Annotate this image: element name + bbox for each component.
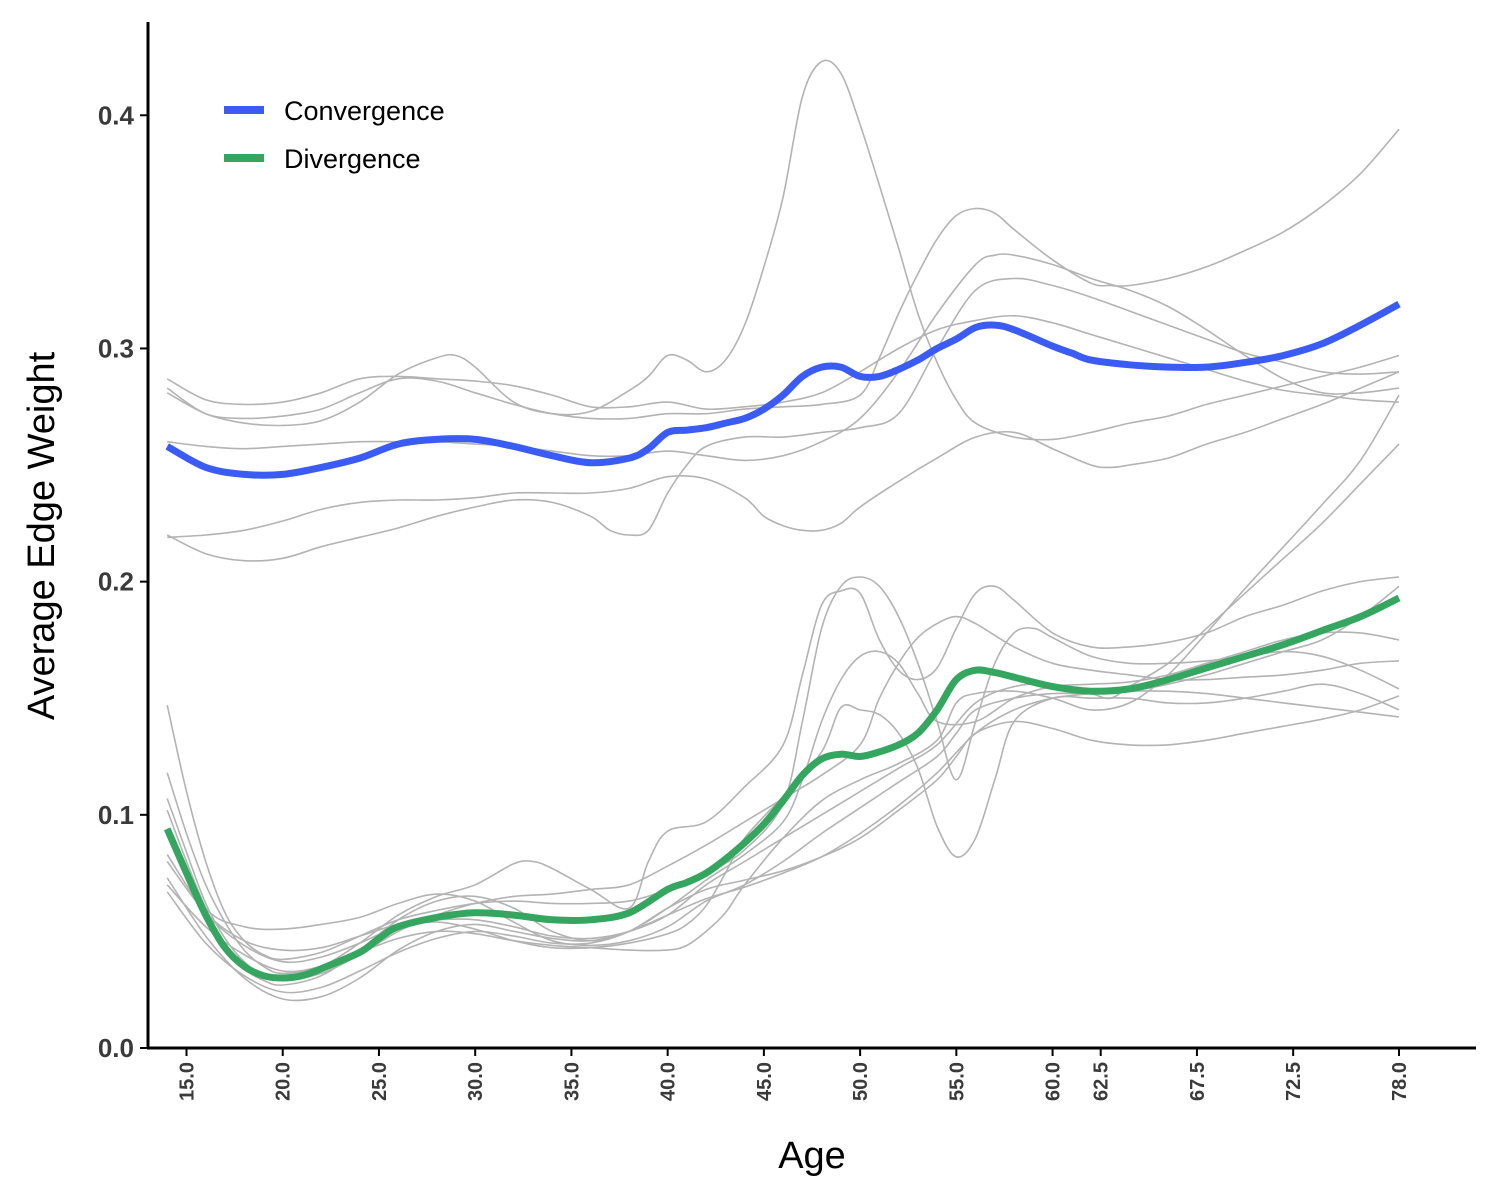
legend-label-divergence: Divergence bbox=[284, 144, 421, 174]
legend-label-convergence: Convergence bbox=[284, 96, 445, 126]
individual-line-7 bbox=[166, 576, 1400, 961]
individual-line-12 bbox=[166, 683, 1400, 964]
x-tick-label: 78.0 bbox=[1389, 1062, 1411, 1101]
individual-line-8 bbox=[166, 576, 1400, 975]
series-line-convergence bbox=[165, 301, 1401, 479]
x-tick-label: 62.5 bbox=[1091, 1062, 1113, 1101]
individual-line-5 bbox=[166, 277, 1400, 562]
y-tick-label: 0.2 bbox=[98, 567, 134, 597]
individual-line-6 bbox=[167, 371, 1400, 539]
individual-lines-group bbox=[166, 59, 1400, 1002]
x-tick-label: 67.5 bbox=[1187, 1062, 1209, 1101]
y-tick-label: 0.4 bbox=[98, 100, 135, 130]
x-axis-title: Age bbox=[778, 1135, 846, 1177]
individual-line-15 bbox=[166, 695, 1400, 994]
x-axis-ticks: 15.0 20.0 25.0 30.0 35.0 40.0 45.0 50.0 55.0 60.0… bbox=[176, 1048, 1411, 1101]
x-tick-label: 35.0 bbox=[561, 1062, 583, 1101]
x-tick-label: 60.0 bbox=[1043, 1062, 1065, 1101]
y-axis-ticks: 0.0 0.1 0.2 0.3 0.4 bbox=[98, 100, 148, 1063]
individual-line-2 bbox=[166, 59, 1400, 441]
individual-line-4 bbox=[167, 253, 1400, 462]
x-tick-label: 25.0 bbox=[369, 1062, 391, 1101]
individual-line-13 bbox=[166, 443, 1400, 952]
y-tick-label: 0.3 bbox=[98, 333, 134, 363]
individual-line-11 bbox=[166, 585, 1400, 947]
x-tick-label: 72.5 bbox=[1283, 1062, 1305, 1101]
x-tick-label: 50.0 bbox=[850, 1062, 872, 1101]
y-tick-label: 0.0 bbox=[98, 1033, 134, 1063]
x-tick-label: 45.0 bbox=[754, 1062, 776, 1101]
individual-line-14 bbox=[166, 394, 1400, 973]
x-tick-label: 20.0 bbox=[273, 1062, 295, 1101]
series-line-divergence bbox=[164, 594, 1401, 982]
y-axis-title: Average Edge Weight bbox=[21, 351, 63, 720]
x-tick-label: 30.0 bbox=[465, 1062, 487, 1101]
legend: Convergence Divergence bbox=[224, 96, 445, 174]
summary-lines-group bbox=[164, 301, 1401, 982]
y-tick-label: 0.1 bbox=[98, 800, 134, 830]
x-tick-label: 15.0 bbox=[176, 1062, 198, 1101]
x-tick-label: 40.0 bbox=[658, 1062, 680, 1101]
x-tick-label: 55.0 bbox=[946, 1062, 968, 1101]
individual-line-10 bbox=[166, 631, 1400, 986]
individual-line-16 bbox=[166, 690, 1400, 1002]
